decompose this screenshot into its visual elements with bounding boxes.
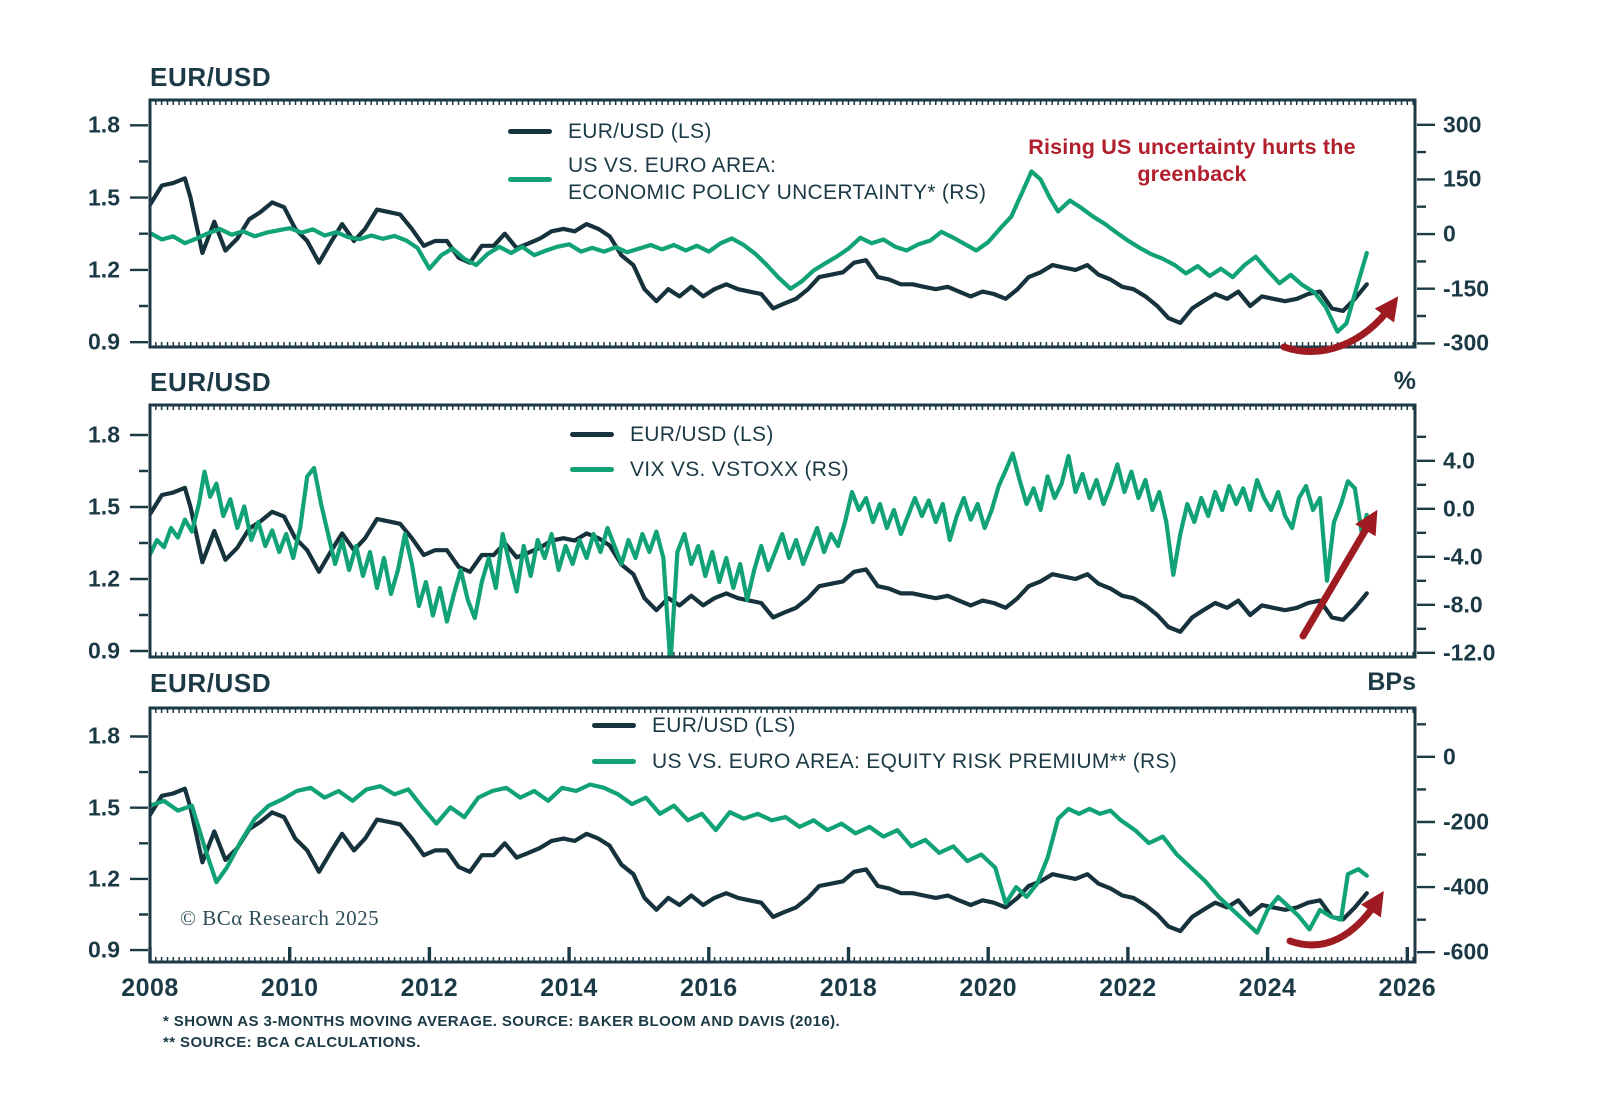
panel-1 — [130, 98, 1435, 349]
legend-swatch-green — [508, 176, 552, 182]
legend-label: EUR/USD (LS) — [568, 120, 712, 143]
legend-label: US VS. EURO AREA: EQUITY RISK PREMIUM** … — [652, 750, 1178, 773]
legend-swatch-dark — [592, 723, 636, 728]
series-eurusd — [150, 786, 1369, 934]
trend-arrow-up-icon — [1286, 891, 1384, 949]
legend-label: US VS. EURO AREA: ECONOMIC POLICY UNCERT… — [568, 154, 987, 204]
legend-item: EUR/USD (LS) — [508, 118, 712, 145]
panel-3 — [130, 706, 1435, 964]
series-eurusd — [150, 485, 1369, 634]
legend-swatch-green — [570, 467, 614, 472]
panel2-title: EUR/USD — [150, 367, 272, 397]
legend-item: EUR/USD (LS) — [592, 712, 796, 739]
series-eurusd — [150, 176, 1369, 325]
legend-swatch-dark — [508, 129, 552, 134]
trend-arrow-up-icon — [1299, 509, 1378, 640]
legend-item: VIX VS. VSTOXX (RS) — [570, 456, 849, 483]
copyright-text: © BCα Research 2025 — [180, 906, 380, 930]
legend-label: EUR/USD (LS) — [630, 423, 774, 446]
legend-swatch-green — [592, 759, 636, 764]
panel-2 — [130, 403, 1435, 659]
panel2-right-unit: % — [1393, 367, 1416, 395]
series-indicator — [150, 451, 1369, 657]
footnote-2: ** SOURCE: BCA CALCULATIONS. — [163, 1034, 421, 1051]
trend-arrow-up-icon — [1280, 296, 1399, 355]
series-indicator — [150, 782, 1369, 935]
legend-label: EUR/USD (LS) — [652, 714, 796, 737]
panel1-title: EUR/USD — [150, 62, 272, 92]
panel3-right-unit: BPs — [1367, 668, 1416, 696]
series-indicator — [150, 169, 1369, 334]
footnote-1: * SHOWN AS 3-MONTHS MOVING AVERAGE. SOUR… — [163, 1013, 841, 1030]
legend-swatch-dark — [570, 432, 614, 437]
annotation-text: Rising US uncertainty hurts the greenbac… — [1028, 135, 1356, 186]
legend-item: US VS. EURO AREA: ECONOMIC POLICY UNCERT… — [508, 152, 986, 206]
legend-item: EUR/USD (LS) — [570, 421, 774, 448]
legend-label: VIX VS. VSTOXX (RS) — [630, 458, 849, 481]
panel3-title: EUR/USD — [150, 668, 272, 698]
legend-item: US VS. EURO AREA: EQUITY RISK PREMIUM** … — [592, 748, 1177, 775]
